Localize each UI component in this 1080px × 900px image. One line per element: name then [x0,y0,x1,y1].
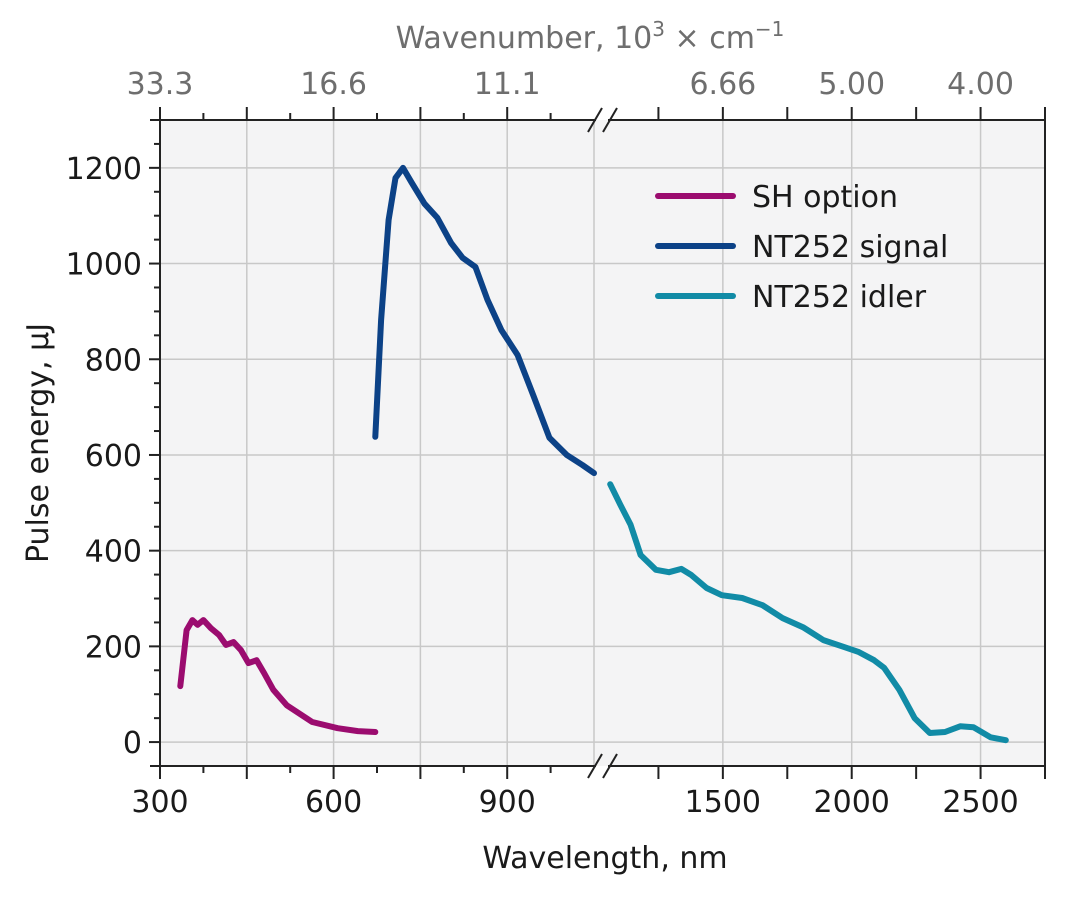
series-group [177,164,1009,744]
top-tick-label: 4.00 [947,67,1014,102]
y-tick-label: 400 [85,535,142,570]
grid-lines [159,120,1045,766]
x-tick-label: 300 [131,785,188,820]
axis-break-mark [602,107,618,133]
plot-background [160,120,1045,766]
top-tick-label: 16.6 [300,67,367,102]
axis-break-mark [587,753,603,779]
x-axis-title: Wavelength, nm [482,841,727,876]
legend-label-nt252-idler: NT252 idler [752,280,927,315]
top-tick-label: 6.66 [689,67,756,102]
y-tick-label: 1200 [66,152,142,187]
y-tick-label: 800 [85,343,142,378]
series-line-nt252-signal [372,164,597,477]
y-tick-label: 600 [85,439,142,474]
y-tick-label: 1000 [66,248,142,283]
axis-break-mark [602,753,618,779]
top-tick-label: 33.3 [127,67,194,102]
y-tick-label: 0 [123,726,142,761]
top-tick-label: 11.1 [474,67,541,102]
top-axis-title: Wavenumber, 103 × cm−1 [396,17,785,56]
axes-group [150,107,1046,779]
series-line-sh-option [177,617,379,735]
y-axis-title: Pulse energy, µJ [21,323,56,563]
legend-label-sh-option: SH option [752,180,898,215]
legend-label-nt252-signal: NT252 signal [752,230,948,265]
axis-break-mark [587,107,603,133]
legend: SH option NT252 signal NT252 idler [655,180,948,315]
y-tick-label: 200 [85,630,142,665]
series-line-nt252-idler [607,481,1009,744]
x-tick-label: 2500 [942,785,1018,820]
x-tick-label: 600 [305,785,362,820]
x-tick-label: 900 [479,785,536,820]
x-tick-label: 2000 [814,785,890,820]
x-tick-label: 1500 [685,785,761,820]
top-tick-label: 5.00 [818,67,885,102]
